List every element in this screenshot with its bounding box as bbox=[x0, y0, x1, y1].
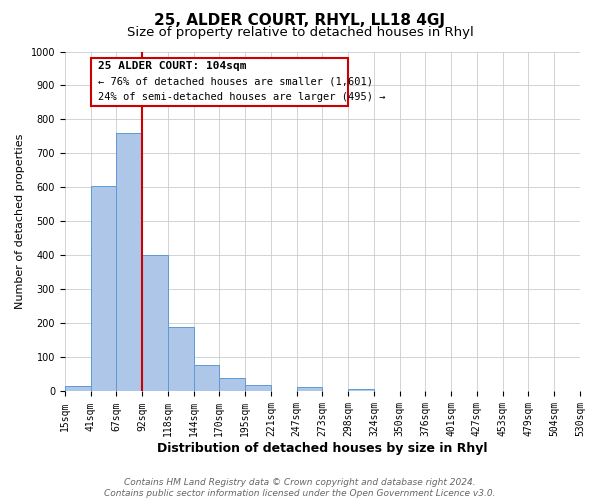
Bar bbox=[168, 327, 194, 392]
Bar bbox=[245, 386, 271, 392]
Text: 25, ALDER COURT, RHYL, LL18 4GJ: 25, ALDER COURT, RHYL, LL18 4GJ bbox=[155, 12, 445, 28]
Bar bbox=[91, 186, 116, 392]
Bar bbox=[220, 378, 245, 392]
Bar bbox=[142, 256, 168, 392]
X-axis label: Distribution of detached houses by size in Rhyl: Distribution of detached houses by size … bbox=[157, 442, 488, 455]
Text: 25 ALDER COURT: 104sqm: 25 ALDER COURT: 104sqm bbox=[98, 61, 247, 71]
Bar bbox=[296, 388, 322, 392]
Bar bbox=[116, 133, 142, 392]
Bar bbox=[65, 386, 91, 392]
Text: ← 76% of detached houses are smaller (1,601): ← 76% of detached houses are smaller (1,… bbox=[98, 76, 373, 86]
Y-axis label: Number of detached properties: Number of detached properties bbox=[15, 134, 25, 309]
Bar bbox=[348, 389, 374, 392]
Text: Size of property relative to detached houses in Rhyl: Size of property relative to detached ho… bbox=[127, 26, 473, 39]
Text: Contains HM Land Registry data © Crown copyright and database right 2024.
Contai: Contains HM Land Registry data © Crown c… bbox=[104, 478, 496, 498]
Text: 24% of semi-detached houses are larger (495) →: 24% of semi-detached houses are larger (… bbox=[98, 92, 386, 102]
Bar bbox=[194, 365, 220, 392]
FancyBboxPatch shape bbox=[91, 58, 348, 106]
